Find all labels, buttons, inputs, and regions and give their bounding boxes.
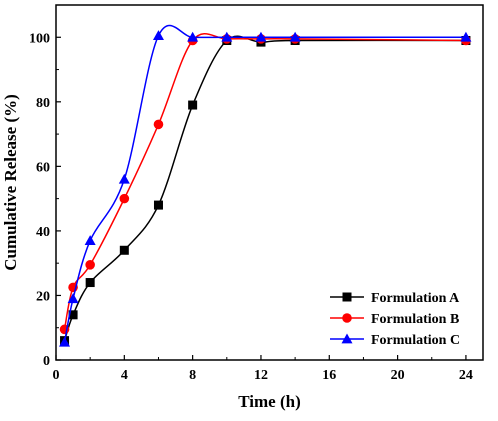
legend-item: Formulation B [330, 312, 459, 327]
y-tick-label: 100 [29, 31, 50, 46]
data-point [68, 310, 78, 320]
y-axis-label: Cumulative Release (%) [1, 94, 20, 271]
data-point [118, 173, 130, 184]
data-point [187, 31, 199, 42]
data-point [342, 313, 352, 323]
series [59, 33, 471, 335]
x-tick-label: 24 [459, 368, 473, 383]
data-point [341, 333, 353, 344]
y-tick-label: 80 [36, 96, 50, 111]
legend-label: Formulation A [371, 291, 460, 306]
data-point [152, 30, 164, 41]
data-point [119, 245, 129, 255]
ticks-layer: 0 4 8 12 16 20 24 0 20 40 60 80 100 [29, 4, 473, 383]
legend-item: Formulation C [330, 333, 460, 348]
data-point [67, 293, 79, 304]
series-layer [59, 24, 472, 347]
plot-frame [55, 4, 484, 361]
x-tick-label: 16 [322, 368, 336, 383]
x-tick-label: 12 [254, 368, 268, 383]
x-tick-label: 0 [53, 368, 60, 383]
data-point [221, 31, 233, 42]
data-point [85, 259, 95, 270]
data-point [255, 31, 267, 42]
legend-item: Formulation A [330, 291, 460, 306]
y-tick-label: 60 [36, 160, 50, 175]
data-point [188, 100, 198, 110]
y-tick-label: 20 [36, 289, 50, 304]
x-tick-label: 4 [121, 368, 128, 383]
y-tick-label: 0 [43, 354, 50, 369]
data-point [119, 193, 130, 204]
legend-label: Formulation C [371, 333, 460, 348]
x-tick-label: 8 [189, 368, 196, 383]
data-point [460, 31, 472, 42]
data-point [85, 278, 95, 288]
data-point [59, 336, 71, 347]
legend-label: Formulation B [371, 312, 459, 327]
legend: Formulation A Formulation B Formulation C [330, 291, 460, 348]
x-tick-label: 20 [391, 368, 405, 383]
y-tick-label: 40 [36, 225, 50, 240]
data-point [84, 235, 96, 245]
series [59, 24, 472, 347]
data-point [342, 292, 352, 302]
data-point [153, 119, 164, 130]
data-point [153, 200, 163, 210]
x-axis-label: Time (h) [238, 392, 301, 411]
data-point [289, 31, 301, 42]
